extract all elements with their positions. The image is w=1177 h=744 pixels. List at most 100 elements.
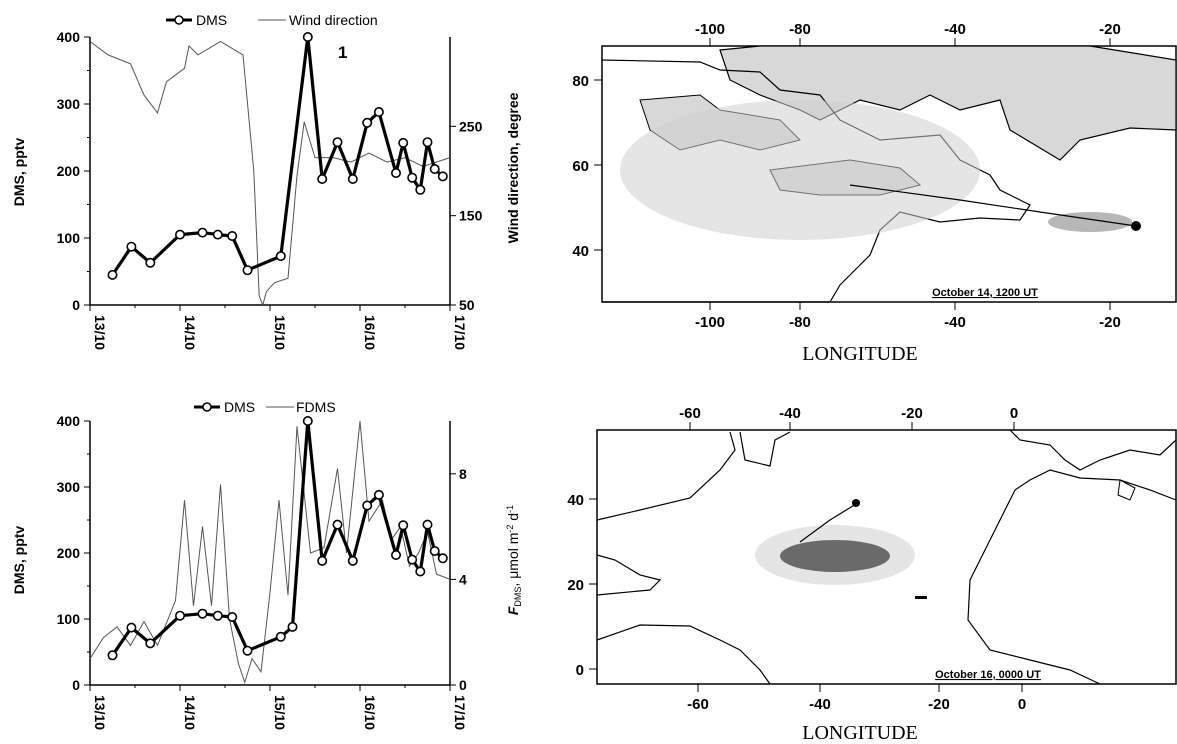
x-tick-label: 13/10 [92,315,108,350]
x-tick-bottom: -20 [1099,314,1121,331]
y-axis-label-right: FDMS, μmol m-2 d-1 [505,505,523,615]
dms-point [212,229,223,240]
x-tick-bottom: -100 [695,314,725,331]
x-tick-top: -40 [944,21,966,38]
series-fdms-line [89,420,451,685]
dms-point [332,519,343,530]
dms-point [437,553,448,564]
y-tick-label-left: 0 [72,677,80,693]
x-tick-bottom: -80 [789,314,811,331]
trajectory-spread [620,100,980,240]
x-axis-label: LONGITUDE [802,343,918,365]
dms-point [373,489,384,500]
dms-point [398,137,409,148]
series-dms-line [111,35,444,276]
y-tick: 80 [572,73,589,90]
dms-point [373,107,384,118]
y-tick-label-right: 4 [459,571,467,587]
y-tick: 40 [572,243,589,260]
iberia-island [1117,479,1136,501]
x-tick-bottom: -60 [687,696,709,713]
dms-point [302,415,313,426]
dms-point [347,174,358,185]
north-america-coast [596,431,791,521]
x-tick-label: 15/10 [272,695,288,730]
y-tick-label-left: 300 [57,479,81,495]
y-tick-label-right: 8 [459,466,467,482]
y-axis-label-left: DMS, pptv [11,526,27,595]
dms-point [398,520,409,531]
y-tick-label-right: 150 [459,208,483,224]
legend-dms-marker [202,402,212,412]
dms-point [390,549,401,560]
dms-point [422,137,433,148]
y-axis-label-right: Wind direction, degree [505,92,521,243]
x-tick-label: 13/10 [92,695,108,730]
trajectory-origin-marker [1131,221,1141,231]
dms-point [407,554,418,565]
trajectory-cloud [620,100,1141,240]
legend-dms-fdms: DMS FDMS [194,399,336,415]
x-tick-top: -80 [789,21,811,38]
dms-point [175,610,186,621]
dms-point [242,645,253,656]
dms-point [242,265,253,276]
dms-point [275,251,286,262]
plot-area-dms-fdms: 0 100 200 300 400 0 4 8 13/10 14/10 15/10 16/10 17/1… [57,413,468,730]
x-axis-label: LONGITUDE [802,722,918,744]
legend-dms-label: DMS [224,399,255,415]
dms-point [107,650,118,661]
legend-dms-label: DMS [196,12,227,28]
dms-point [227,611,238,622]
y-tick-label-right: 0 [459,677,467,693]
trajectory-core [1048,212,1132,232]
dms-point [107,269,118,280]
x-tick-top: -40 [779,405,801,422]
x-tick-label: 14/10 [182,315,198,350]
dms-point [197,608,208,619]
legend-fdms-label: FDMS [296,399,336,415]
dms-point [429,545,440,556]
y-tick-label-left: 200 [57,163,81,179]
x-tick-top: -60 [679,405,701,422]
map-caption: October 14, 1200 UT [932,287,1038,299]
dms-point [362,500,373,511]
south-america-coast [596,624,771,685]
dms-point [317,555,328,566]
dms-point [437,171,448,182]
dms-point [362,117,373,128]
y-tick-label-left: 100 [57,611,81,627]
dms-point [332,137,343,148]
panel-dms-fdms: DMS FDMS DMS, pptv FDMS, μmol m-2 d-1 01… [11,399,523,730]
legend-wind-label: Wind direction [289,12,378,28]
dms-point [145,257,156,268]
x-tick-top: -100 [695,21,725,38]
dms-point [197,227,208,238]
dms-point [347,555,358,566]
x-tick-label: 14/10 [182,695,198,730]
y-tick-label-right: 250 [459,118,483,134]
x-tick-top: 0 [1010,405,1018,422]
y-tick-label-left: 300 [57,96,81,112]
y-tick: 20 [567,577,584,594]
dms-point [287,621,298,632]
x-tick-bottom: 0 [1018,696,1026,713]
map-ticks [594,38,1111,310]
y-tick-label-left: 0 [72,297,80,313]
plot-area-dms-wind: 0 100 200 300 400 50 150 250 13/10 14/10 15/10 16/1… [57,29,483,350]
x-tick-label: 16/10 [362,315,378,350]
series-wind-direction-line [89,40,451,307]
dms-point [275,631,286,642]
panel-label: 1 [338,43,347,62]
x-tick-top: -20 [901,405,923,422]
x-tick-bottom: -20 [928,696,950,713]
x-tick-top: -20 [1099,21,1121,38]
dms-point [407,172,418,183]
dms-point [175,229,186,240]
legend-dms-marker [174,15,184,25]
series-dms-line [111,419,444,657]
y-tick-label-left: 400 [57,29,81,45]
europe-africa-coast [967,429,1177,685]
x-tick-label: 17/10 [452,315,468,350]
dms-point [145,638,156,649]
